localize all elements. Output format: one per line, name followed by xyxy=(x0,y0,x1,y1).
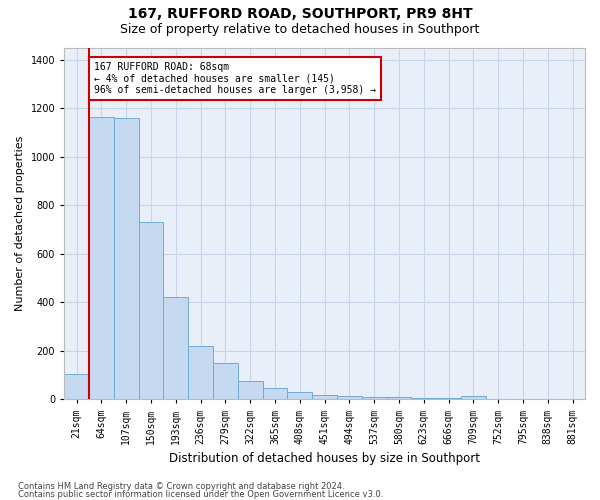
Bar xyxy=(188,346,213,400)
Bar xyxy=(114,118,139,400)
Bar xyxy=(163,298,188,400)
Bar xyxy=(213,362,238,400)
Bar xyxy=(412,398,436,400)
Bar xyxy=(64,374,89,400)
Bar xyxy=(461,396,486,400)
Bar xyxy=(139,222,163,400)
Text: Contains HM Land Registry data © Crown copyright and database right 2024.: Contains HM Land Registry data © Crown c… xyxy=(18,482,344,491)
X-axis label: Distribution of detached houses by size in Southport: Distribution of detached houses by size … xyxy=(169,452,480,465)
Text: Size of property relative to detached houses in Southport: Size of property relative to detached ho… xyxy=(121,22,479,36)
Bar xyxy=(362,397,386,400)
Text: 167, RUFFORD ROAD, SOUTHPORT, PR9 8HT: 167, RUFFORD ROAD, SOUTHPORT, PR9 8HT xyxy=(128,8,472,22)
Bar xyxy=(436,398,461,400)
Bar xyxy=(89,116,114,400)
Bar xyxy=(263,388,287,400)
Bar xyxy=(287,392,312,400)
Bar xyxy=(337,396,362,400)
Text: 167 RUFFORD ROAD: 68sqm
← 4% of detached houses are smaller (145)
96% of semi-de: 167 RUFFORD ROAD: 68sqm ← 4% of detached… xyxy=(94,62,376,96)
Bar xyxy=(238,381,263,400)
Bar xyxy=(486,398,511,400)
Bar xyxy=(312,394,337,400)
Text: Contains public sector information licensed under the Open Government Licence v3: Contains public sector information licen… xyxy=(18,490,383,499)
Y-axis label: Number of detached properties: Number of detached properties xyxy=(15,136,25,311)
Bar xyxy=(386,398,412,400)
